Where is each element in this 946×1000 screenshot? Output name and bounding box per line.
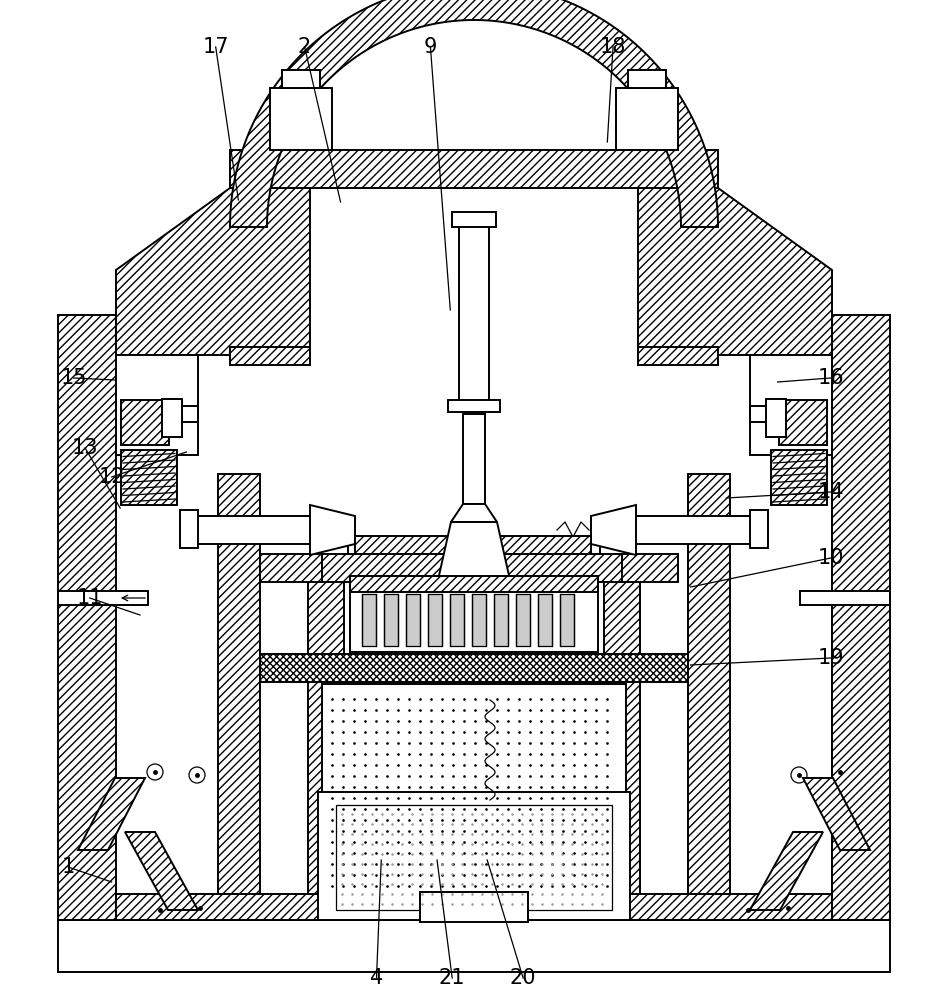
Text: 9: 9 xyxy=(424,37,437,57)
Text: 1: 1 xyxy=(61,857,75,877)
Bar xyxy=(348,540,408,554)
Polygon shape xyxy=(591,505,636,555)
Polygon shape xyxy=(451,504,497,522)
Bar xyxy=(282,70,320,88)
Bar xyxy=(350,582,598,652)
Polygon shape xyxy=(230,0,718,227)
Bar xyxy=(350,576,598,592)
Bar xyxy=(180,510,198,548)
Text: 21: 21 xyxy=(439,968,465,988)
Bar xyxy=(440,818,448,830)
Polygon shape xyxy=(116,188,310,355)
Bar xyxy=(428,594,442,646)
Bar xyxy=(270,88,332,150)
Polygon shape xyxy=(438,580,510,610)
Bar xyxy=(336,805,612,910)
Bar xyxy=(766,399,786,437)
Bar xyxy=(162,406,198,422)
Bar xyxy=(450,594,464,646)
Text: 11: 11 xyxy=(77,588,103,608)
Bar xyxy=(350,800,598,822)
Bar xyxy=(452,212,496,227)
Polygon shape xyxy=(125,832,198,910)
Bar xyxy=(463,414,485,504)
Polygon shape xyxy=(310,505,355,555)
Text: 18: 18 xyxy=(600,37,626,57)
Polygon shape xyxy=(803,778,870,850)
Bar xyxy=(616,554,678,582)
Bar xyxy=(121,450,177,505)
Text: 20: 20 xyxy=(510,968,536,988)
Bar xyxy=(488,818,496,830)
Bar xyxy=(516,594,530,646)
Bar xyxy=(355,536,591,554)
Bar xyxy=(538,594,552,646)
Bar xyxy=(116,355,198,455)
Text: 15: 15 xyxy=(61,368,87,388)
Bar xyxy=(604,564,640,894)
Bar xyxy=(322,554,622,582)
Bar xyxy=(628,70,666,88)
Polygon shape xyxy=(750,832,823,910)
Text: 4: 4 xyxy=(370,968,383,988)
Polygon shape xyxy=(440,610,508,650)
Bar xyxy=(779,400,827,445)
Bar xyxy=(260,554,322,582)
Bar xyxy=(116,894,832,920)
Polygon shape xyxy=(185,516,318,544)
Text: 12: 12 xyxy=(98,467,125,487)
Bar xyxy=(616,88,678,150)
Text: 19: 19 xyxy=(817,648,844,668)
Bar xyxy=(406,594,420,646)
Polygon shape xyxy=(78,778,145,850)
Polygon shape xyxy=(628,516,761,544)
Bar xyxy=(448,400,500,412)
Bar xyxy=(494,594,508,646)
Bar xyxy=(472,594,486,646)
Bar xyxy=(230,347,310,365)
Bar xyxy=(384,594,398,646)
Bar xyxy=(638,347,718,365)
Polygon shape xyxy=(638,188,832,355)
Bar xyxy=(260,654,688,682)
Bar xyxy=(536,818,544,830)
Bar xyxy=(58,920,890,972)
Bar xyxy=(345,818,353,830)
Text: 2: 2 xyxy=(298,37,311,57)
Polygon shape xyxy=(438,522,510,580)
Bar xyxy=(750,510,768,548)
Bar xyxy=(308,564,344,894)
Bar xyxy=(750,406,786,422)
Bar xyxy=(58,315,116,920)
Bar xyxy=(362,594,376,646)
Bar xyxy=(218,474,260,894)
Bar xyxy=(459,225,489,410)
Bar xyxy=(322,684,626,894)
Bar xyxy=(832,315,890,920)
Bar xyxy=(318,792,630,920)
Bar xyxy=(771,450,827,505)
Bar xyxy=(392,818,400,830)
Bar xyxy=(750,355,832,455)
Bar xyxy=(420,892,528,922)
Text: 16: 16 xyxy=(817,368,844,388)
Bar xyxy=(540,540,600,554)
Bar xyxy=(230,150,718,188)
Text: 10: 10 xyxy=(817,548,844,568)
Bar xyxy=(162,399,182,437)
Text: 13: 13 xyxy=(72,438,98,458)
Bar xyxy=(447,646,501,662)
Text: 17: 17 xyxy=(202,37,229,57)
Bar xyxy=(688,474,730,894)
Bar xyxy=(121,400,169,445)
Text: 14: 14 xyxy=(817,482,844,502)
Bar xyxy=(560,594,574,646)
Bar xyxy=(800,591,890,605)
Bar xyxy=(58,591,148,605)
